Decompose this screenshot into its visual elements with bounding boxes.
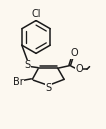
- Text: S: S: [24, 60, 30, 70]
- Text: O: O: [75, 64, 83, 74]
- Text: O: O: [71, 48, 79, 58]
- Text: Br: Br: [13, 77, 24, 87]
- Text: Cl: Cl: [31, 9, 41, 19]
- Text: S: S: [45, 83, 51, 93]
